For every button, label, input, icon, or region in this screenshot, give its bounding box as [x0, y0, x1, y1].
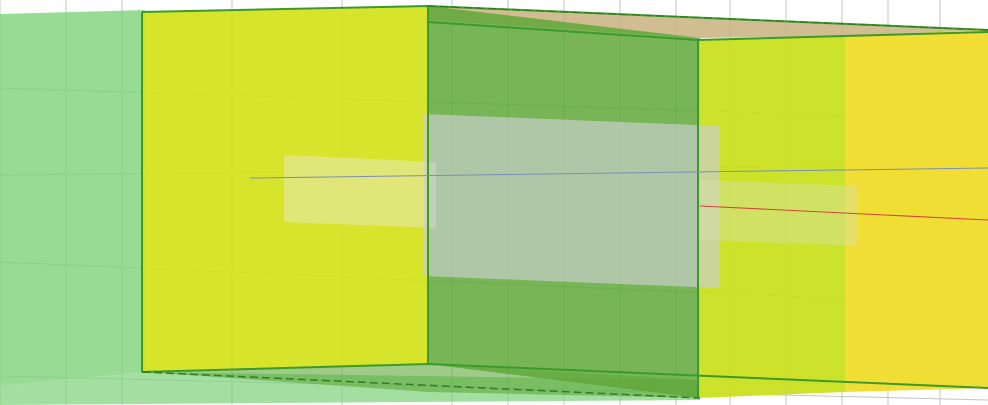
highlight-panel-left	[284, 155, 436, 228]
outer-green-face	[0, 10, 145, 386]
axis-line-blue	[249, 167, 988, 179]
highlight-panel-right	[700, 180, 858, 246]
highlight-panel-center	[424, 114, 720, 288]
axis-line-red	[699, 205, 988, 221]
inner-green-bottom	[145, 364, 700, 398]
right-yellow-green-face	[698, 36, 845, 398]
top-tan-strip	[428, 6, 988, 38]
volume-edges-dashed	[141, 5, 988, 399]
right-yellow-face	[845, 30, 988, 392]
